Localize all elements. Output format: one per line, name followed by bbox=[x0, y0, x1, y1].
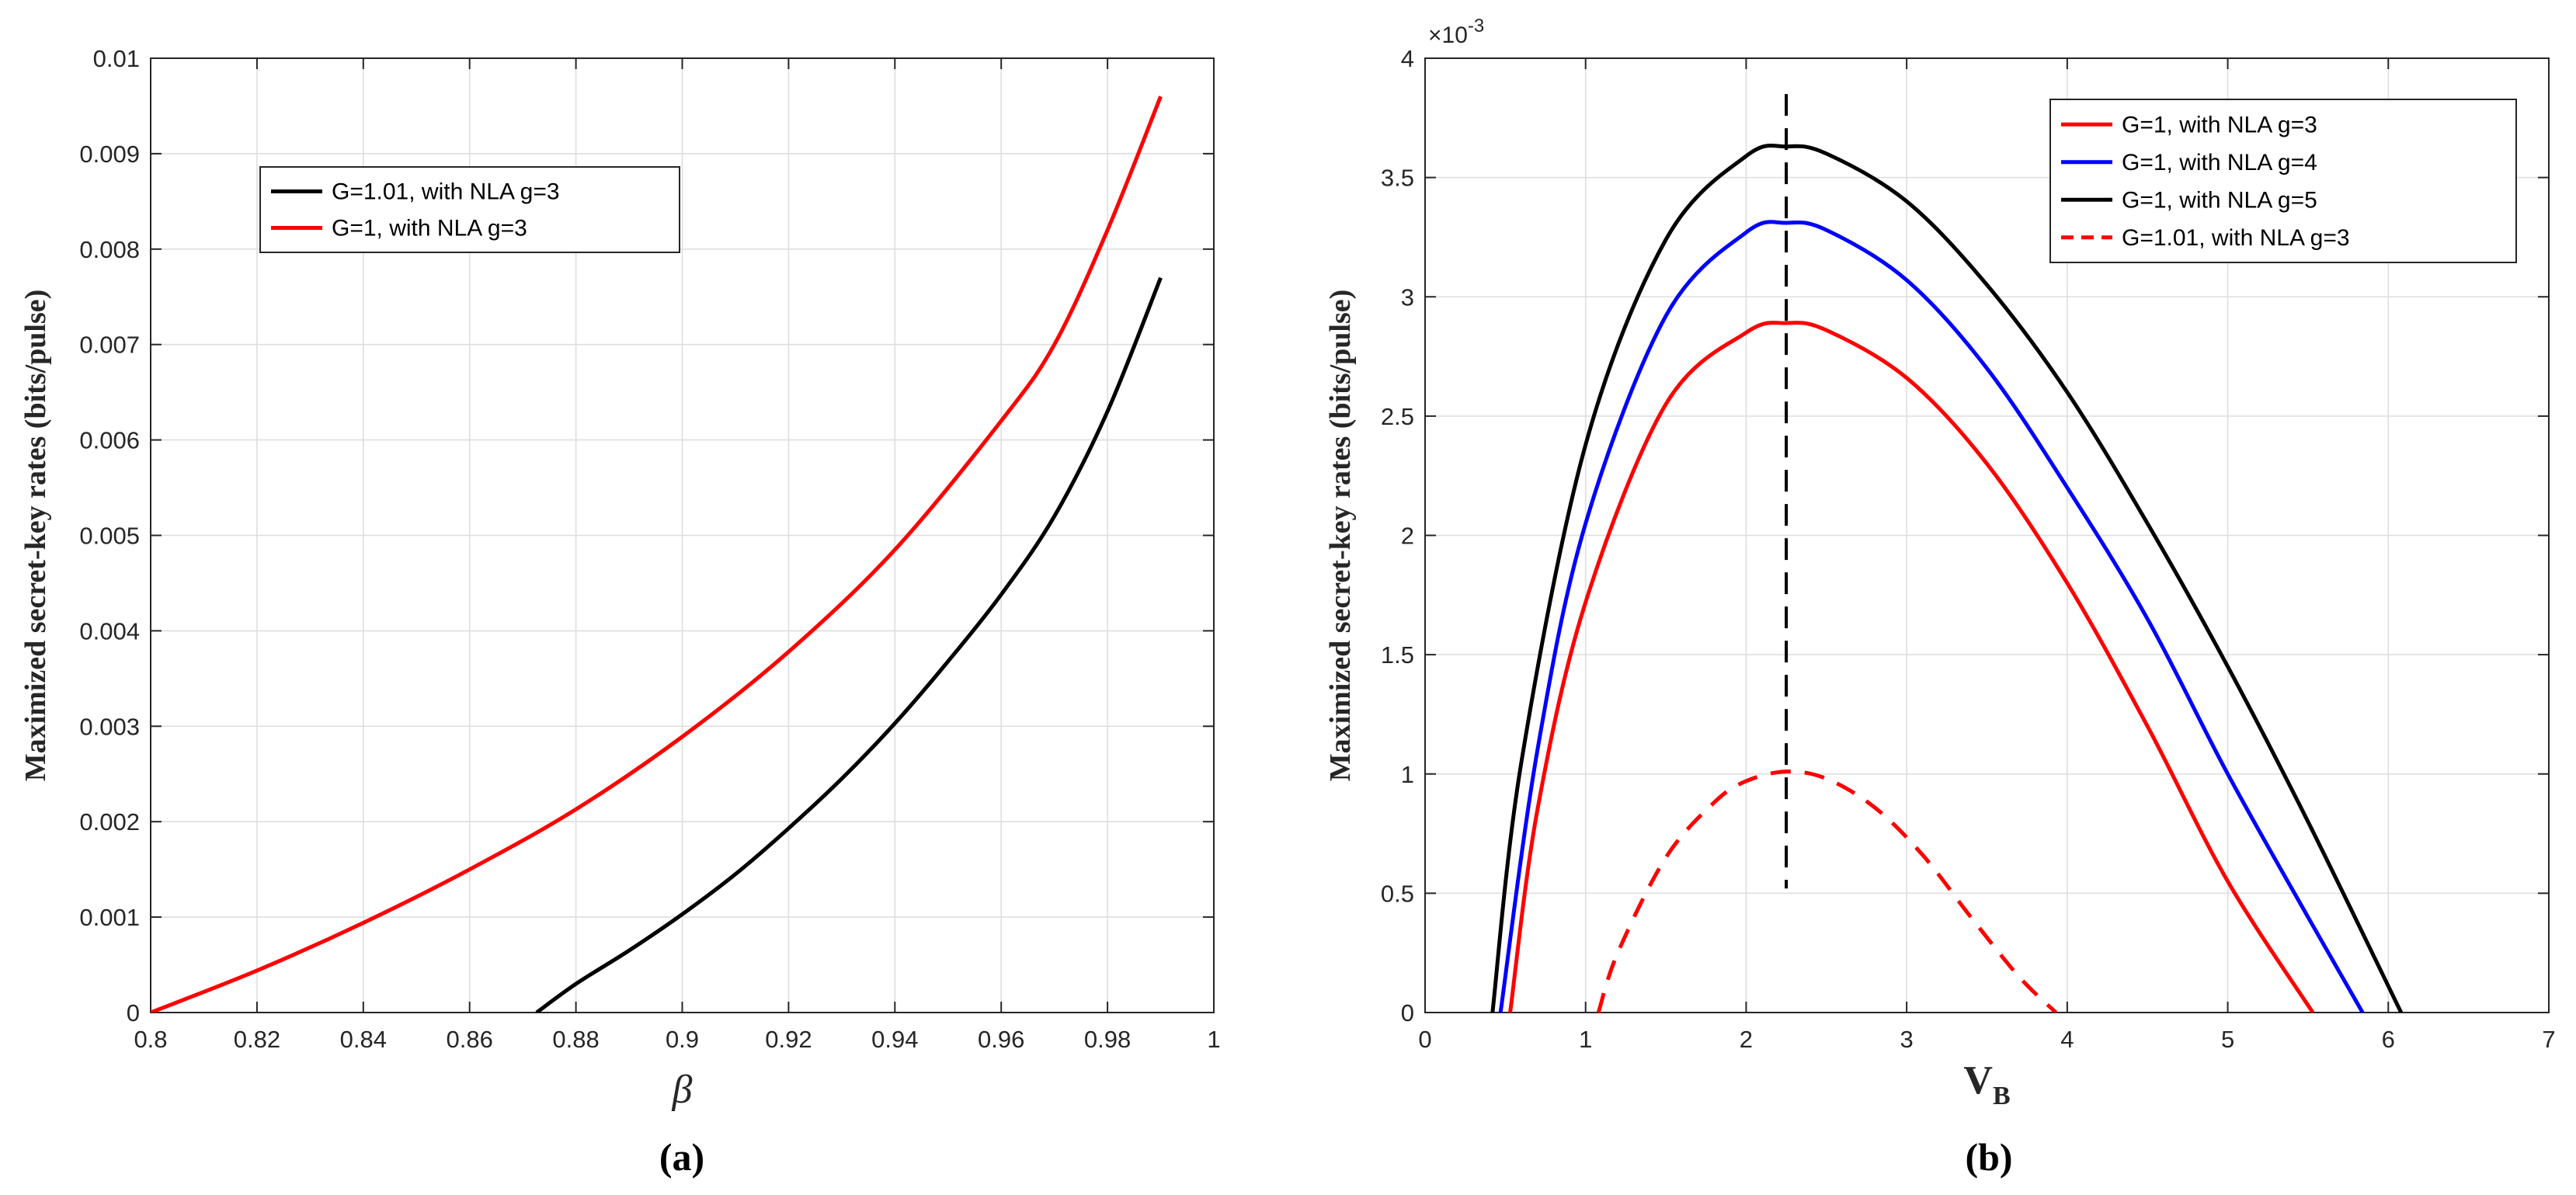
ticks: 0 1 2 3 4 5 6 7 0 0.5 1 1.5 2 2.5 3 3.5 4 bbox=[1381, 45, 2556, 1053]
x-tick-label: 7 bbox=[2542, 1026, 2555, 1053]
y-axis-multiplier: ×10-3 bbox=[1428, 16, 1484, 48]
y-tick-label: 0 bbox=[127, 999, 140, 1027]
y-tick-label: 0.008 bbox=[79, 236, 140, 263]
panel-caption: (b) bbox=[1965, 1135, 2012, 1179]
x-tick-label: 0.82 bbox=[234, 1026, 280, 1053]
ticks: 0.8 0.82 0.84 0.86 0.88 0.9 0.92 0.94 0.96 0.98 1 0… bbox=[79, 45, 1220, 1053]
x-tick-label: 0.88 bbox=[552, 1026, 599, 1053]
x-tick-label: 0.96 bbox=[978, 1026, 1024, 1053]
series-line-0 bbox=[535, 276, 1163, 1013]
series-line-2 bbox=[1490, 144, 2404, 1013]
legend-label-0: G=1, with NLA g=3 bbox=[2122, 112, 2317, 137]
y-tick-label: 3.5 bbox=[1381, 165, 1414, 192]
panel-caption: (a) bbox=[659, 1135, 704, 1179]
x-axis-label-subscript: B bbox=[1993, 1082, 2011, 1110]
series-group bbox=[151, 96, 1163, 1013]
y-axis-label: Maximized secret-key rates (bits/pulse) bbox=[19, 290, 52, 782]
x-tick-label: 4 bbox=[2060, 1026, 2074, 1053]
y-tick-label: 0.5 bbox=[1381, 880, 1414, 907]
x-tick-label: 0 bbox=[1418, 1026, 1431, 1053]
series-line-1 bbox=[151, 96, 1163, 1013]
y-tick-label: 0.009 bbox=[79, 141, 140, 168]
y-axis-label: Maximized secret-key rates (bits/pulse) bbox=[1324, 290, 1357, 782]
x-axis-label: β bbox=[672, 1068, 693, 1112]
x-tick-label: 0.9 bbox=[666, 1026, 699, 1053]
y-multiplier-base: ×10 bbox=[1428, 23, 1468, 48]
x-tick-label: 0.94 bbox=[871, 1026, 918, 1053]
x-tick-label: 6 bbox=[2382, 1026, 2395, 1053]
y-tick-label: 0 bbox=[1401, 999, 1414, 1027]
legend-label-1: G=1, with NLA g=3 bbox=[332, 216, 527, 241]
y-tick-label: 0.004 bbox=[79, 617, 140, 644]
x-tick-label: 0.92 bbox=[765, 1026, 812, 1053]
series-line-1 bbox=[1498, 220, 2365, 1013]
legend-box bbox=[2049, 99, 2517, 263]
legend-label-3: G=1.01, with NLA g=3 bbox=[2122, 225, 2350, 251]
y-tick-label: 0.002 bbox=[79, 808, 140, 835]
legend-label-1: G=1, with NLA g=4 bbox=[2122, 150, 2317, 175]
y-tick-label: 0.007 bbox=[79, 332, 140, 359]
series-group bbox=[1490, 144, 2404, 1013]
y-multiplier-exponent: -3 bbox=[1468, 16, 1484, 36]
x-axis-label: VB bbox=[1963, 1058, 2010, 1110]
series-line-3 bbox=[1596, 769, 2058, 1013]
y-tick-label: 0.003 bbox=[79, 713, 140, 740]
x-tick-label: 0.98 bbox=[1084, 1026, 1131, 1053]
x-tick-label: 3 bbox=[1900, 1026, 1914, 1053]
x-tick-label: 0.84 bbox=[340, 1026, 387, 1053]
x-tick-label: 0.8 bbox=[134, 1026, 167, 1053]
y-tick-label: 2 bbox=[1401, 523, 1414, 550]
y-tick-label: 0.01 bbox=[93, 45, 140, 72]
x-tick-label: 5 bbox=[2221, 1026, 2234, 1053]
y-tick-label: 2.5 bbox=[1381, 403, 1414, 430]
legend-label-2: G=1, with NLA g=5 bbox=[2122, 187, 2317, 213]
x-tick-label: 0.86 bbox=[447, 1026, 493, 1053]
panel-b: 0 1 2 3 4 5 6 7 0 0.5 1 1.5 2 2.5 3 3.5 4 ×10-3 Maximized … bbox=[1324, 16, 2556, 1179]
y-tick-label: 4 bbox=[1401, 45, 1414, 72]
y-tick-label: 0.001 bbox=[79, 904, 140, 931]
y-tick-label: 3 bbox=[1401, 283, 1414, 311]
x-axis-label-main: V bbox=[1963, 1058, 1993, 1103]
y-tick-label: 0.005 bbox=[79, 523, 140, 550]
legend-label-0: G=1.01, with NLA g=3 bbox=[332, 179, 560, 205]
y-tick-label: 1 bbox=[1401, 761, 1414, 788]
legend-box bbox=[259, 166, 680, 253]
y-tick-label: 0.006 bbox=[79, 427, 140, 454]
x-tick-label: 2 bbox=[1740, 1026, 1753, 1053]
legend: G=1, with NLA g=3 G=1, with NLA g=4 G=1, w… bbox=[2049, 99, 2517, 263]
series-line-0 bbox=[1508, 321, 2315, 1013]
x-tick-label: 1 bbox=[1207, 1026, 1220, 1053]
y-tick-label: 1.5 bbox=[1381, 641, 1414, 669]
legend: G=1.01, with NLA g=3 G=1, with NLA g=3 bbox=[259, 166, 680, 253]
x-tick-label: 1 bbox=[1579, 1026, 1592, 1053]
panel-a: 0.8 0.82 0.84 0.86 0.88 0.9 0.92 0.94 0.96 0.98 1 0… bbox=[19, 45, 1221, 1179]
